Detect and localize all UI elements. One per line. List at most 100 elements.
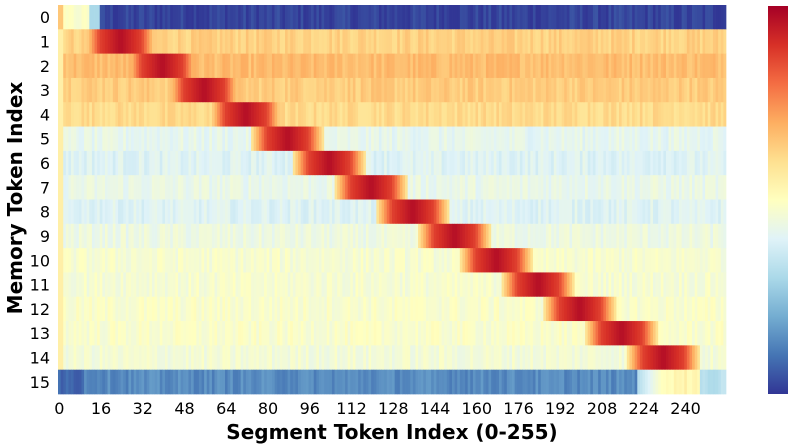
heatmap-cell	[358, 53, 362, 79]
heatmap-cells	[58, 5, 727, 395]
heatmap-cell	[337, 5, 341, 30]
heatmap-cell	[418, 175, 422, 200]
heatmap-cell	[295, 29, 299, 54]
heatmap-cell	[222, 369, 226, 395]
heatmap-cell	[418, 77, 422, 103]
heatmap-cell	[660, 321, 664, 346]
heatmap-cell	[639, 369, 643, 395]
heatmap-cell	[553, 296, 557, 322]
heatmap-cell	[697, 321, 701, 346]
heatmap-cell	[527, 5, 531, 30]
heatmap-cell	[138, 175, 142, 200]
heatmap-cell	[444, 53, 448, 79]
heatmap-cell	[373, 150, 377, 176]
heatmap-cell	[501, 272, 505, 298]
heatmap-cell	[175, 369, 179, 395]
heatmap-cell	[626, 296, 630, 322]
heatmap-cell	[436, 369, 440, 395]
heatmap-cell	[373, 102, 377, 127]
heatmap-cell	[509, 102, 513, 127]
heatmap-cell	[600, 5, 604, 30]
heatmap-cell	[694, 369, 698, 395]
heatmap-cell	[556, 150, 560, 176]
heatmap-cell	[232, 77, 236, 103]
heatmap-cell	[444, 77, 448, 103]
heatmap-cell	[368, 248, 372, 273]
heatmap-cell	[522, 77, 526, 103]
heatmap-cell	[514, 296, 518, 322]
heatmap-cell	[629, 272, 633, 298]
heatmap-cell	[352, 126, 356, 152]
heatmap-cell	[509, 223, 513, 249]
heatmap-cell	[217, 321, 221, 346]
heatmap-cell	[217, 77, 221, 103]
heatmap-cell	[600, 369, 604, 395]
heatmap-cell	[329, 150, 333, 176]
heatmap-cell	[519, 369, 523, 395]
heatmap-cell	[232, 102, 236, 127]
heatmap-cell	[170, 150, 174, 176]
heatmap-cell	[428, 53, 432, 79]
heatmap-cell	[339, 150, 343, 176]
heatmap-cell	[358, 102, 362, 127]
heatmap-cell	[94, 223, 98, 249]
heatmap-cell	[652, 29, 656, 54]
heatmap-cell	[564, 29, 568, 54]
heatmap-cell	[433, 5, 437, 30]
heatmap-cell	[279, 321, 283, 346]
heatmap-cell	[629, 53, 633, 79]
heatmap-cell	[603, 345, 607, 371]
heatmap-cell	[493, 345, 497, 371]
heatmap-cell	[532, 175, 536, 200]
heatmap-cell	[266, 272, 270, 298]
heatmap-cell	[632, 248, 636, 273]
heatmap-cell	[632, 5, 636, 30]
heatmap-cell	[559, 29, 562, 54]
heatmap-cell	[462, 248, 466, 273]
heatmap-cell	[141, 272, 145, 298]
y-tick-label: 2	[40, 57, 50, 76]
heatmap-cell	[115, 53, 119, 79]
heatmap-cell	[162, 345, 166, 371]
heatmap-cell	[162, 5, 166, 30]
heatmap-cell	[123, 321, 127, 346]
heatmap-cell	[449, 126, 453, 152]
heatmap-cell	[115, 296, 119, 322]
heatmap-cell	[172, 126, 176, 152]
heatmap-cell	[467, 248, 471, 273]
heatmap-cell	[352, 272, 356, 298]
heatmap-cell	[209, 150, 213, 176]
heatmap-cell	[97, 199, 101, 225]
heatmap-cell	[73, 126, 77, 152]
heatmap-cell	[245, 272, 249, 298]
heatmap-cell	[595, 369, 599, 395]
heatmap-cell	[723, 126, 727, 152]
heatmap-cell	[548, 296, 552, 322]
heatmap-cell	[125, 29, 129, 54]
heatmap-cell	[553, 53, 557, 79]
heatmap-cell	[342, 345, 346, 371]
heatmap-cell	[582, 102, 586, 127]
heatmap-cell	[164, 296, 168, 322]
heatmap-cell	[582, 296, 586, 322]
heatmap-cell	[472, 126, 476, 152]
heatmap-cell	[530, 29, 534, 54]
heatmap-cell	[462, 126, 466, 152]
heatmap-cell	[282, 345, 286, 371]
heatmap-cell	[261, 175, 265, 200]
heatmap-cell	[459, 29, 463, 54]
heatmap-cell	[271, 296, 275, 322]
heatmap-cell	[658, 345, 662, 371]
heatmap-cell	[235, 248, 239, 273]
heatmap-cell	[170, 126, 174, 152]
heatmap-cell	[621, 369, 625, 395]
heatmap-cell	[457, 223, 461, 249]
heatmap-cell	[365, 53, 369, 79]
heatmap-cell	[692, 102, 696, 127]
heatmap-cell	[146, 296, 150, 322]
heatmap-cell	[318, 5, 322, 30]
heatmap-cell	[642, 296, 646, 322]
heatmap-cell	[475, 199, 479, 225]
heatmap-cell	[258, 77, 262, 103]
heatmap-cell	[702, 199, 706, 225]
